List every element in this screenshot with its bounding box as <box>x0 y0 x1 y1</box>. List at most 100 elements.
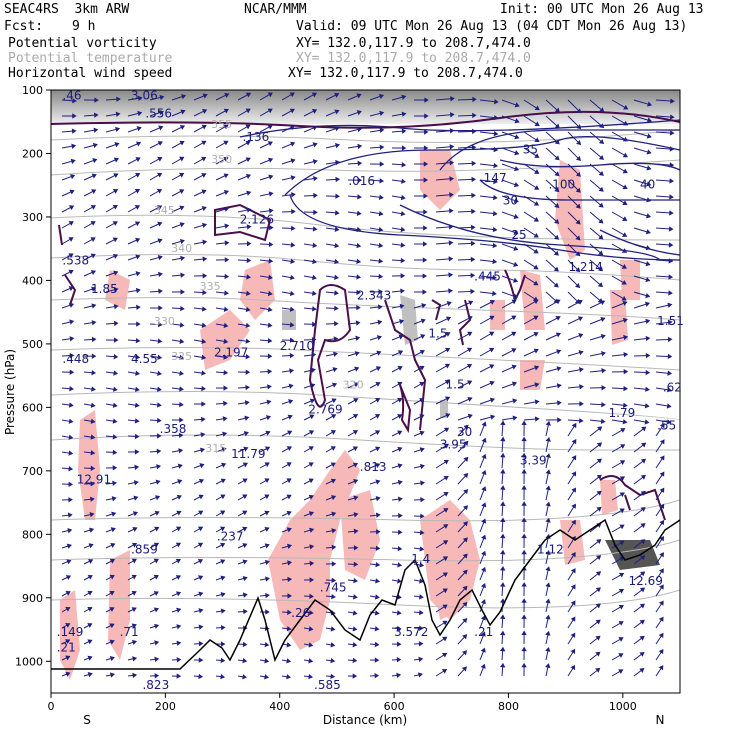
wind-arrow-head <box>242 510 248 516</box>
wind-arrow-head <box>462 650 468 656</box>
wind-arrow-head <box>521 436 527 442</box>
wind-arrow-head <box>290 175 296 181</box>
wind-arrow-head <box>500 436 506 442</box>
wind-arrow-head <box>223 338 229 344</box>
wind-arrow-head <box>400 288 405 294</box>
wind-arrow-head <box>375 512 381 518</box>
wind-arrow-head <box>545 517 551 523</box>
wind-arrow-head <box>246 207 252 213</box>
wind-arrow-head <box>112 402 118 408</box>
wind-arrow-head <box>109 655 115 662</box>
wind-arrow-head <box>221 462 227 468</box>
wind-arrow-head <box>112 253 119 259</box>
wind-arrow-head <box>201 189 207 195</box>
extremum-label: 11.79 <box>231 447 265 461</box>
wind-arrow-head <box>352 414 359 419</box>
wind-arrow-head <box>355 335 361 341</box>
wind-arrow-head <box>598 170 604 176</box>
wind-arrow-head <box>418 656 424 663</box>
wind-arrow-head <box>622 168 628 174</box>
wind-arrow-head <box>268 241 274 248</box>
wind-arrow-head <box>197 558 204 564</box>
wind-arrow-head <box>113 287 119 293</box>
wind-arrow-head <box>521 614 527 619</box>
wind-arrow-head <box>330 495 337 501</box>
wind-arrow-head <box>424 129 429 135</box>
wind-arrow-head <box>202 289 207 296</box>
wind-arrow-head <box>513 261 519 267</box>
wind-arrow-head <box>578 367 584 373</box>
wind-arrow-head <box>131 591 137 596</box>
wind-arrow-head <box>618 588 625 594</box>
wind-arrow-head <box>668 242 674 248</box>
wind-arrow-head <box>443 508 449 513</box>
wind-arrow-head <box>198 640 204 647</box>
wind-arrow-head <box>595 571 602 577</box>
wind-arrow-head <box>289 290 295 297</box>
wind-arrow-head <box>401 111 407 117</box>
wind-arrow-head <box>513 182 520 188</box>
wind-arrow-head <box>291 225 296 232</box>
wind-arrow-head <box>136 304 141 311</box>
wind-arrow-head <box>623 402 628 408</box>
wind-arrow-head <box>470 272 476 279</box>
wind-arrow-head <box>511 348 517 353</box>
wind-arrow-head <box>352 594 358 600</box>
wind-arrow-head <box>308 673 314 680</box>
wind-arrow-head <box>378 210 384 217</box>
wind-arrow-head <box>374 430 381 435</box>
wind-arrow-head <box>268 157 274 163</box>
wind-arrow-head <box>155 479 161 485</box>
wind-arrow-head <box>157 255 163 261</box>
extremum-label: 30 <box>457 425 472 439</box>
wind-arrow-head <box>242 657 248 664</box>
wind-arrow-head <box>311 92 318 98</box>
wind-arrow-head <box>202 239 208 245</box>
wind-arrow-head <box>466 347 473 353</box>
wind-arrow-head <box>87 623 93 628</box>
wind-arrow-head <box>471 128 477 135</box>
wind-arrow-head <box>444 363 451 369</box>
wind-arrow-head <box>667 336 673 343</box>
wind-arrow-head <box>181 94 187 100</box>
wind-arrow-head <box>667 353 673 360</box>
wind-arrow-head <box>379 144 385 150</box>
wind-arrow-head <box>554 187 560 193</box>
wind-contour-label: 40 <box>640 177 655 191</box>
wind-arrow-head <box>419 414 425 420</box>
wind-arrow-head <box>268 174 274 180</box>
wind-arrow-head <box>376 350 382 356</box>
wind-arrow-head <box>111 496 117 502</box>
wind-arrow-head <box>352 446 359 452</box>
wind-arrow-head <box>223 385 229 391</box>
wind-arrow-head <box>622 216 628 221</box>
wind-arrow-head <box>357 126 363 133</box>
wind-arrow-head <box>245 306 251 313</box>
wind-arrow-head <box>471 208 476 215</box>
wind-arrow-head <box>264 510 270 516</box>
wind-arrow-head <box>201 140 207 146</box>
wind-arrow-head <box>264 641 270 648</box>
wind-arrow-head <box>375 462 381 468</box>
wind-arrow-head <box>245 290 251 296</box>
wind-contour-label: 25 <box>511 228 526 242</box>
wind-arrow-head <box>533 280 539 286</box>
wind-arrow-head <box>68 269 74 275</box>
wind-arrow-head <box>448 224 454 230</box>
wind-arrow-head <box>668 226 674 232</box>
y-axis-ticks: 100 200 300 400 500 600 700 800 900 1000 <box>15 84 51 668</box>
wind-arrow-head <box>545 598 551 604</box>
extremum-label: .136 <box>243 130 270 144</box>
wind-arrow-head <box>647 101 653 107</box>
extremum-label: .358 <box>160 422 187 436</box>
wind-arrow-head <box>221 447 227 453</box>
wind-arrow-head <box>87 639 93 645</box>
wind-arrow-head <box>113 173 119 178</box>
wind-arrow-head <box>157 370 162 376</box>
wind-arrow-head <box>308 430 315 435</box>
wind-arrow-head <box>493 162 499 169</box>
wind-arrow-head <box>331 398 337 404</box>
wind-arrow-head <box>622 184 628 190</box>
wind-arrow-head <box>639 651 645 657</box>
